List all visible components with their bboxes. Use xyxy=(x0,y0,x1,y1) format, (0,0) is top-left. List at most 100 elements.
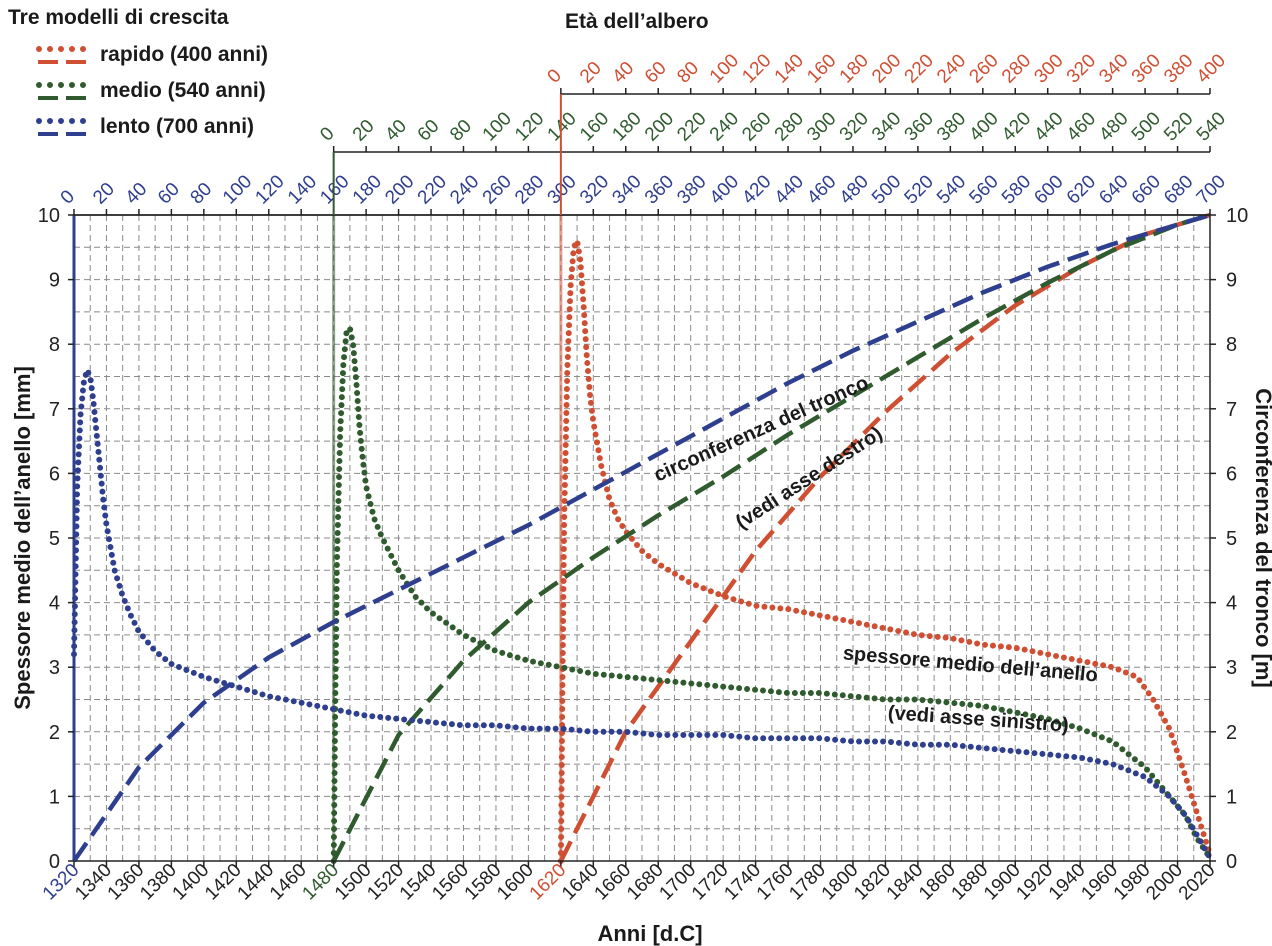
ring-width-line-0 xyxy=(557,237,1213,864)
age-tick-label: 40 xyxy=(608,58,638,88)
ring-width-line-2 xyxy=(71,367,1213,861)
age-tick-label: 300 xyxy=(803,108,840,145)
age-tick-label: 240 xyxy=(446,171,483,208)
age-tick-label: 20 xyxy=(349,116,379,146)
age-tick-label: 500 xyxy=(868,171,905,208)
legend-title: Tre modelli di crescita xyxy=(8,6,229,29)
y-tick-label-left: 5 xyxy=(49,528,60,550)
y-tick-label-left: 4 xyxy=(49,593,60,615)
legend-swatch-rapido xyxy=(36,46,90,64)
y-tick-label-left: 2 xyxy=(49,722,60,744)
age-tick-label: 540 xyxy=(933,171,970,208)
age-tick-label: 260 xyxy=(479,171,516,208)
age-tick-label: 160 xyxy=(576,108,613,145)
age-tick-label: 240 xyxy=(706,108,743,145)
age-tick-label: 140 xyxy=(544,108,581,145)
x-tick-label: 1560 xyxy=(428,860,473,905)
age-tick-label: 420 xyxy=(998,108,1035,145)
y-tick-label-left: 10 xyxy=(38,205,60,227)
y-tick-label-left: 6 xyxy=(49,463,60,485)
age-tick-label: 380 xyxy=(673,171,710,208)
age-tick-label: 100 xyxy=(479,108,516,145)
age-tick-label: 80 xyxy=(446,116,476,146)
age-tick-label: 300 xyxy=(544,171,581,208)
age-tick-label: 200 xyxy=(641,108,678,145)
age-tick-label: 60 xyxy=(154,179,184,209)
y-tick-label-right: 10 xyxy=(1226,205,1248,227)
age-tick-label: 440 xyxy=(771,171,808,208)
x-tick-label: 2000 xyxy=(1142,860,1187,905)
age-tick-label: 360 xyxy=(901,108,938,145)
age-tick-label: 520 xyxy=(1160,108,1197,145)
legend-item-rapido: rapido (400 anni) xyxy=(36,42,268,68)
x-tick-label: 1940 xyxy=(1045,860,1090,905)
legend-item-lento: lento (700 anni) xyxy=(36,114,254,140)
age-tick-label: 440 xyxy=(1030,108,1067,145)
x-tick-label: 1320 xyxy=(39,860,84,905)
age-tick-label: 560 xyxy=(965,171,1002,208)
legend-label-rapido: rapido (400 anni) xyxy=(100,43,269,66)
age-tick-label: 360 xyxy=(1128,50,1165,87)
age-tick-label: 0 xyxy=(57,186,79,208)
series-layer xyxy=(71,212,1213,864)
x-tick-label: 1440 xyxy=(234,860,279,905)
age-tick-label: 280 xyxy=(511,171,548,208)
x-tick-label: 1640 xyxy=(558,860,603,905)
y-tick-label-left: 9 xyxy=(49,270,60,292)
age-tick-label: 220 xyxy=(901,50,938,87)
x-tick-label: 1860 xyxy=(915,860,960,905)
age-tick-label: 260 xyxy=(738,108,775,145)
y-tick-label-right: 1 xyxy=(1226,786,1237,808)
legend-swatch-lento xyxy=(36,118,90,136)
x-tick-label: 1700 xyxy=(655,860,700,905)
age-tick-label: 460 xyxy=(1063,108,1100,145)
age-tick-label: 700 xyxy=(1193,171,1230,208)
x-tick-label: 1620 xyxy=(526,860,571,905)
age-tick-label: 400 xyxy=(706,171,743,208)
age-tick-label: 340 xyxy=(1095,50,1132,87)
x-tick-label: 1500 xyxy=(331,860,376,905)
x-tick-label: 1340 xyxy=(71,860,116,905)
y-tick-label-left: 7 xyxy=(49,399,60,421)
x-tick-label: 1720 xyxy=(688,860,733,905)
x-tick-label: 1380 xyxy=(136,860,181,905)
age-tick-label: 180 xyxy=(836,50,873,87)
x-tick-label: 1800 xyxy=(818,860,863,905)
age-tick-label: 400 xyxy=(1193,50,1230,87)
x-tick-label: 1920 xyxy=(1013,860,1058,905)
age-tick-label: 120 xyxy=(511,108,548,145)
x-tick-label: 1580 xyxy=(461,860,506,905)
age-tick-label: 140 xyxy=(284,171,321,208)
age-tick-label: 20 xyxy=(89,179,119,209)
age-tick-label: 200 xyxy=(381,171,418,208)
circumference-line-2 xyxy=(72,212,1211,863)
x-tick-label: 1680 xyxy=(623,860,668,905)
x-tick-label: 1960 xyxy=(1077,860,1122,905)
y-tick-label-right: 7 xyxy=(1226,399,1237,421)
legend-item-medio: medio (540 anni) xyxy=(36,78,266,104)
y-tick-label-left: 0 xyxy=(49,851,60,873)
y-tick-label-right: 9 xyxy=(1226,270,1237,292)
age-tick-label: 140 xyxy=(771,50,808,87)
age-tick-label: 680 xyxy=(1160,171,1197,208)
age-tick-label: 420 xyxy=(738,171,775,208)
age-tick-label: 160 xyxy=(803,50,840,87)
age-tick-label: 220 xyxy=(673,108,710,145)
age-tick-label: 380 xyxy=(1160,50,1197,87)
y-tick-label-left: 8 xyxy=(49,334,60,356)
age-tick-label: 180 xyxy=(349,171,386,208)
age-tick-label: 480 xyxy=(1095,108,1132,145)
y-tick-label-left: 1 xyxy=(49,786,60,808)
age-tick-label: 500 xyxy=(1128,108,1165,145)
age-tick-label: 300 xyxy=(1030,50,1067,87)
age-tick-label: 120 xyxy=(251,171,288,208)
age-tick-label: 360 xyxy=(641,171,678,208)
x-axis-title: Anni [d.C] xyxy=(597,921,702,946)
age-tick-label: 80 xyxy=(187,179,217,209)
x-tick-label: 1880 xyxy=(948,860,993,905)
x-tick-label: 1900 xyxy=(980,860,1025,905)
y-tick-label-right: 4 xyxy=(1226,593,1237,615)
circumference-line-1 xyxy=(331,212,1211,863)
x-tick-label: 1540 xyxy=(396,860,441,905)
age-tick-label: 100 xyxy=(706,50,743,87)
